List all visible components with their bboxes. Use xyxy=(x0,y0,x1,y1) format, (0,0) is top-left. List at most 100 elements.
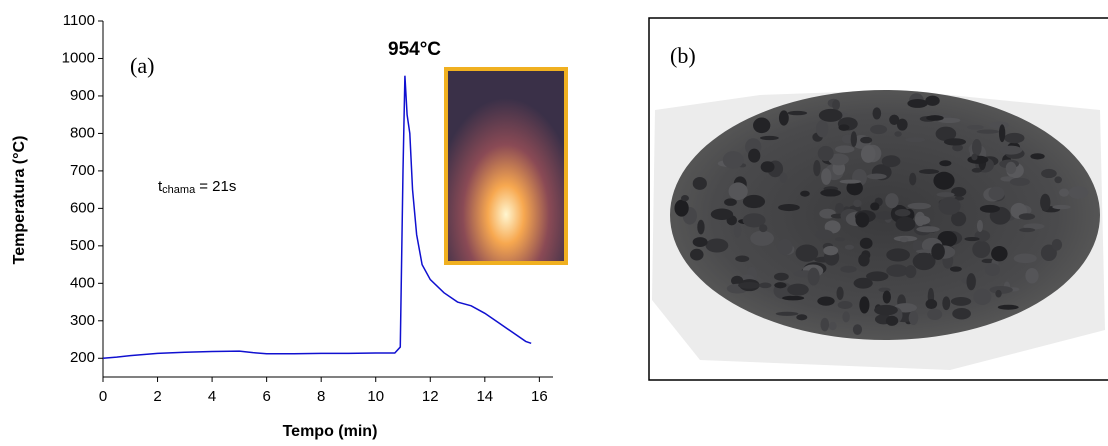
char-grain xyxy=(919,169,939,174)
char-grain xyxy=(885,193,898,208)
char-grain xyxy=(1030,153,1044,159)
char-grain xyxy=(750,231,774,246)
char-grain xyxy=(874,305,898,316)
panel-label: (a) xyxy=(130,53,154,78)
char-grain xyxy=(870,202,879,210)
char-grain xyxy=(840,266,856,273)
char-grain xyxy=(693,177,707,190)
char-grain xyxy=(820,189,841,196)
x-tick-label: 14 xyxy=(476,388,493,405)
char-grain xyxy=(753,118,770,134)
char-grain xyxy=(1041,169,1057,178)
char-grain xyxy=(778,204,800,211)
char-grain xyxy=(840,180,861,184)
y-tick-label: 1000 xyxy=(62,49,95,66)
char-grain xyxy=(873,107,882,119)
char-grain xyxy=(858,254,869,267)
x-tick-label: 12 xyxy=(422,388,439,405)
char-grain xyxy=(926,115,944,121)
char-grain xyxy=(988,187,1004,201)
flame-time-value: = 21s xyxy=(199,178,236,195)
char-grain xyxy=(842,311,849,322)
char-grain xyxy=(860,137,872,144)
char-grain xyxy=(1025,268,1038,284)
char-grain xyxy=(787,284,809,296)
char-grain xyxy=(835,145,854,153)
char-grain xyxy=(779,110,789,125)
y-tick-label: 700 xyxy=(70,162,95,179)
char-grain xyxy=(967,125,984,130)
char-grain xyxy=(839,124,850,131)
char-grain xyxy=(734,223,742,237)
char-grain xyxy=(907,203,931,209)
x-tick-label: 8 xyxy=(317,388,325,405)
char-grain xyxy=(759,224,767,232)
char-grain xyxy=(905,265,916,278)
char-grain xyxy=(1010,178,1030,186)
char-grain xyxy=(820,318,829,332)
char-pile xyxy=(670,90,1100,340)
char-grain xyxy=(835,237,845,241)
char-grain xyxy=(853,324,862,335)
char-grain xyxy=(774,282,786,288)
char-grain xyxy=(866,271,888,281)
y-tick-label: 500 xyxy=(70,237,95,254)
x-tick-label: 16 xyxy=(531,388,548,405)
char-grain xyxy=(693,237,708,247)
char-grain xyxy=(818,146,834,161)
y-tick-label: 900 xyxy=(70,87,95,104)
char-grain xyxy=(796,244,819,261)
char-grain xyxy=(977,220,983,232)
y-tick-label: 200 xyxy=(70,349,95,366)
y-tick-label: 300 xyxy=(70,312,95,329)
char-grain xyxy=(980,205,1000,213)
char-grain xyxy=(939,160,951,166)
flame-time-subscript: chama xyxy=(162,184,196,196)
char-grain xyxy=(845,245,854,250)
char-grain xyxy=(909,311,919,325)
char-grain xyxy=(1069,186,1088,199)
char-grain xyxy=(690,249,704,261)
char-grain xyxy=(778,239,793,255)
char-grain xyxy=(1059,189,1069,197)
char-grain xyxy=(894,131,901,137)
char-grain xyxy=(1014,254,1037,264)
x-tick-label: 6 xyxy=(262,388,270,405)
char-grain xyxy=(796,314,807,320)
char-grain xyxy=(1004,133,1024,143)
char-grain xyxy=(991,246,1007,261)
char-grain xyxy=(851,131,857,147)
char-grain xyxy=(909,173,916,186)
char-grain xyxy=(886,316,898,326)
char-grain xyxy=(782,296,804,301)
char-grain xyxy=(735,256,749,262)
char-grain xyxy=(1052,205,1071,209)
x-tick-label: 4 xyxy=(208,388,216,405)
char-grain xyxy=(748,149,760,163)
char-grain xyxy=(837,287,844,300)
char-grain xyxy=(973,289,991,305)
char-grain xyxy=(743,195,765,208)
char-grain xyxy=(711,209,733,220)
x-axis-title: Tempo (min) xyxy=(283,423,378,440)
char-grain xyxy=(859,296,869,313)
char-grain xyxy=(952,308,971,320)
char-grain xyxy=(774,273,789,281)
char-grain xyxy=(915,216,930,225)
char-grain xyxy=(1019,213,1035,220)
char-grain xyxy=(674,200,688,217)
char-grain xyxy=(897,119,908,131)
char-grain xyxy=(867,173,887,179)
char-grain xyxy=(944,138,966,145)
char-grain xyxy=(907,99,927,108)
char-grain xyxy=(816,229,834,239)
char-grain xyxy=(759,283,771,289)
char-grain xyxy=(882,155,901,167)
char-grain xyxy=(1040,194,1050,211)
char-grain xyxy=(972,241,990,258)
char-grain xyxy=(788,111,808,115)
char-grain xyxy=(967,273,976,290)
char-grain xyxy=(1052,239,1062,251)
char-grain xyxy=(967,156,988,164)
char-grain xyxy=(989,122,1009,129)
